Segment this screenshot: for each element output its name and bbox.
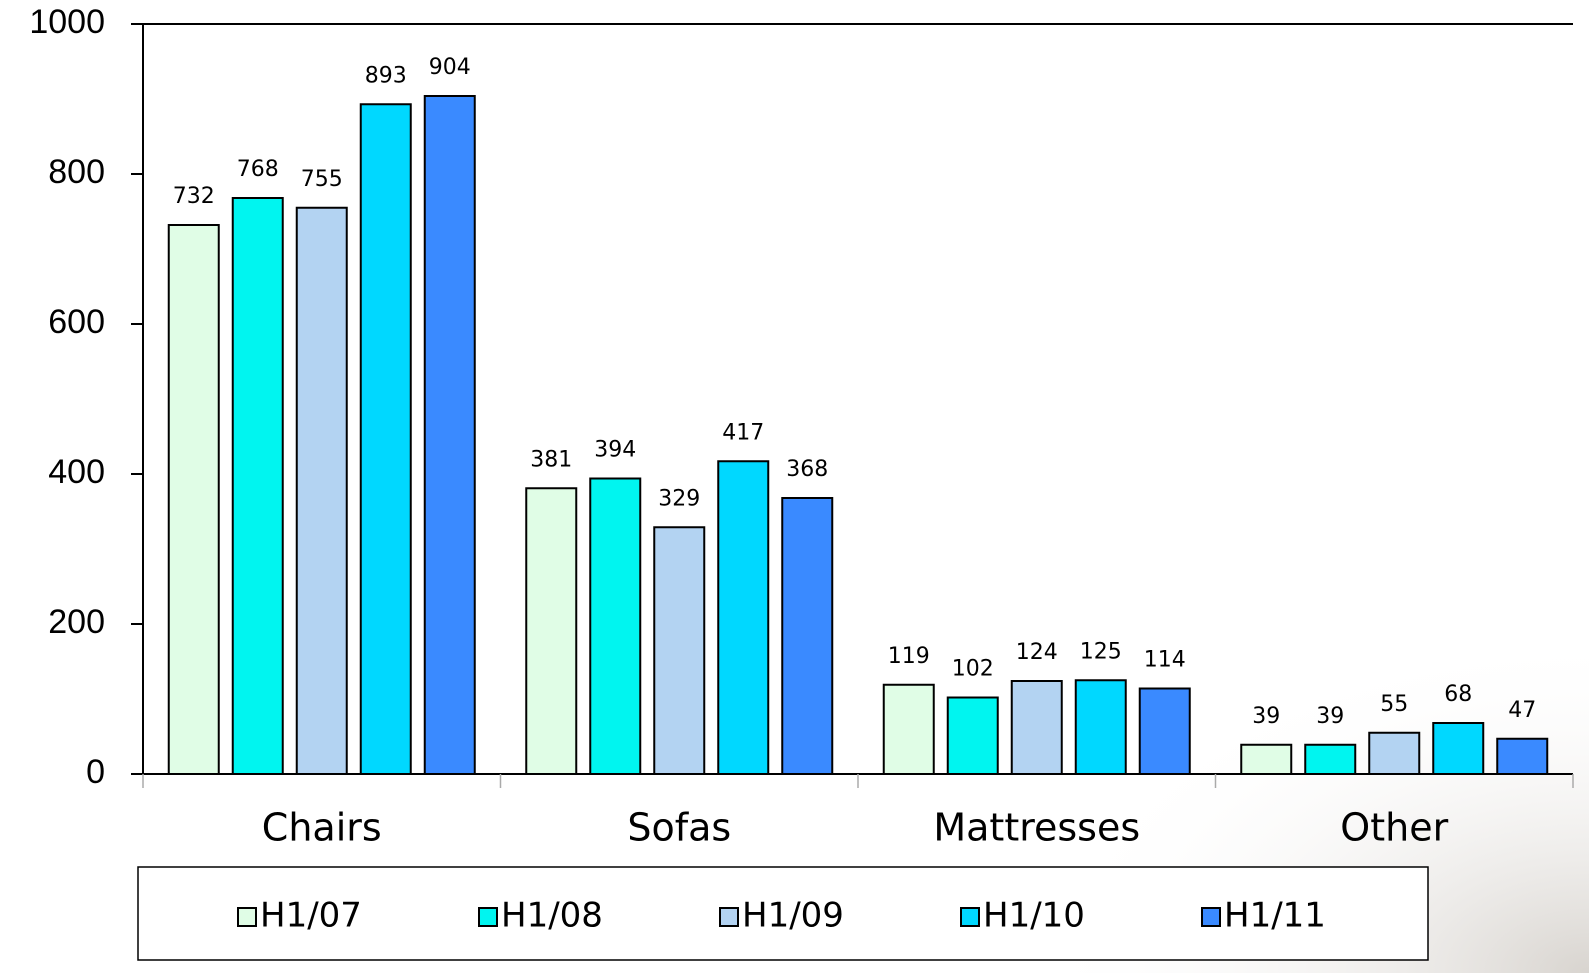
bar <box>423 95 476 775</box>
bar <box>167 224 220 775</box>
data-label: 125 <box>1080 639 1122 664</box>
legend-label: H1/09 <box>742 896 844 936</box>
data-label: 47 <box>1508 698 1536 723</box>
data-label: 329 <box>658 486 700 511</box>
legend-swatch <box>237 907 257 927</box>
legend-swatch <box>478 907 498 927</box>
data-label: 417 <box>722 420 764 445</box>
y-tick-label: 200 <box>48 603 105 641</box>
y-tick-label: 0 <box>86 753 105 791</box>
bar <box>1074 679 1127 775</box>
data-label: 114 <box>1144 648 1186 673</box>
bar <box>359 103 412 775</box>
data-label: 755 <box>301 167 343 192</box>
bar <box>1304 743 1357 775</box>
bar <box>1368 731 1421 775</box>
legend-swatch <box>1201 907 1221 927</box>
x-tick-label: Other <box>1340 806 1448 850</box>
data-label: 124 <box>1016 640 1058 665</box>
y-tick-label: 800 <box>48 153 105 191</box>
data-label: 39 <box>1252 704 1280 729</box>
bar <box>525 487 578 775</box>
data-label: 381 <box>530 447 572 472</box>
x-tick-label: Sofas <box>627 806 731 850</box>
data-label: 68 <box>1444 682 1472 707</box>
x-tick-label: Chairs <box>262 806 382 850</box>
bar <box>781 497 834 775</box>
data-label: 768 <box>237 157 279 182</box>
y-tick-label: 600 <box>48 303 105 341</box>
bar <box>295 206 348 775</box>
bar <box>1496 737 1549 775</box>
bar <box>717 460 770 775</box>
y-tick-label: 1000 <box>29 3 105 41</box>
data-label: 904 <box>429 55 471 80</box>
bar <box>1138 687 1191 775</box>
data-label: 119 <box>888 644 930 669</box>
data-label: 893 <box>365 63 407 88</box>
data-label: 368 <box>786 457 828 482</box>
bar <box>1432 722 1485 775</box>
x-tick-label: Mattresses <box>933 806 1140 850</box>
legend-swatch <box>960 907 980 927</box>
bar <box>1240 743 1293 775</box>
legend-swatch <box>719 907 739 927</box>
bar <box>882 683 935 775</box>
data-label: 102 <box>952 657 994 682</box>
legend-label: H1/11 <box>1224 896 1326 936</box>
bar <box>946 696 999 775</box>
data-label: 732 <box>173 184 215 209</box>
data-label: 39 <box>1316 704 1344 729</box>
y-tick-label: 400 <box>48 453 105 491</box>
bar <box>589 477 642 775</box>
legend-label: H1/08 <box>501 896 603 936</box>
bar <box>1010 680 1063 775</box>
data-label: 394 <box>594 438 636 463</box>
bar <box>653 526 706 775</box>
legend-label: H1/10 <box>983 896 1085 936</box>
legend-label: H1/07 <box>260 896 362 936</box>
bar <box>231 197 284 775</box>
data-label: 55 <box>1380 692 1408 717</box>
